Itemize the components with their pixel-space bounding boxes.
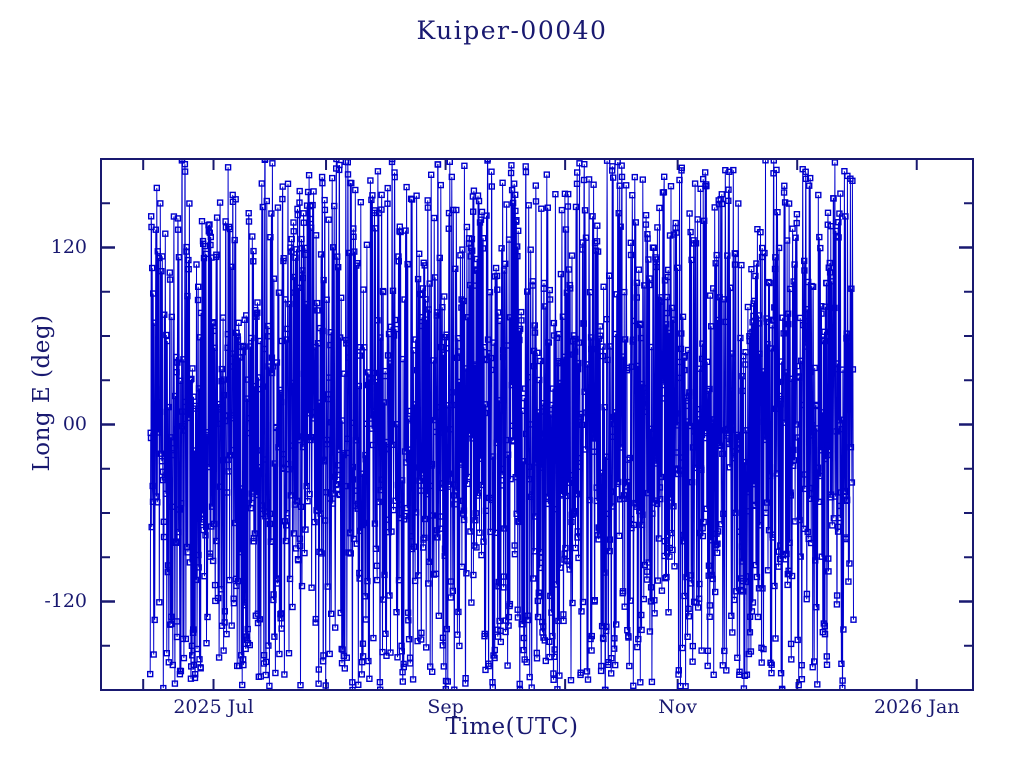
x-tick-label-nov: Nov [658, 696, 698, 718]
y-axis-label: Long E (deg) [29, 314, 55, 472]
chart-title: Kuiper-00040 [416, 16, 608, 45]
x-tick-label-2026-jan: 2026 Jan [873, 696, 960, 718]
axes-frame [100, 158, 974, 691]
y-tick-label-00: 00 [62, 412, 87, 435]
y-tick-label-120: 120 [50, 235, 87, 258]
x-tick-label-2025-jul: 2025 Jul [173, 696, 254, 718]
x-tick-label-sep: Sep [427, 696, 464, 718]
data-series-long-e [146, 160, 857, 689]
x-axis-label: Time(UTC) [445, 714, 579, 740]
y-tick-label-minus-120: -120 [44, 589, 87, 612]
